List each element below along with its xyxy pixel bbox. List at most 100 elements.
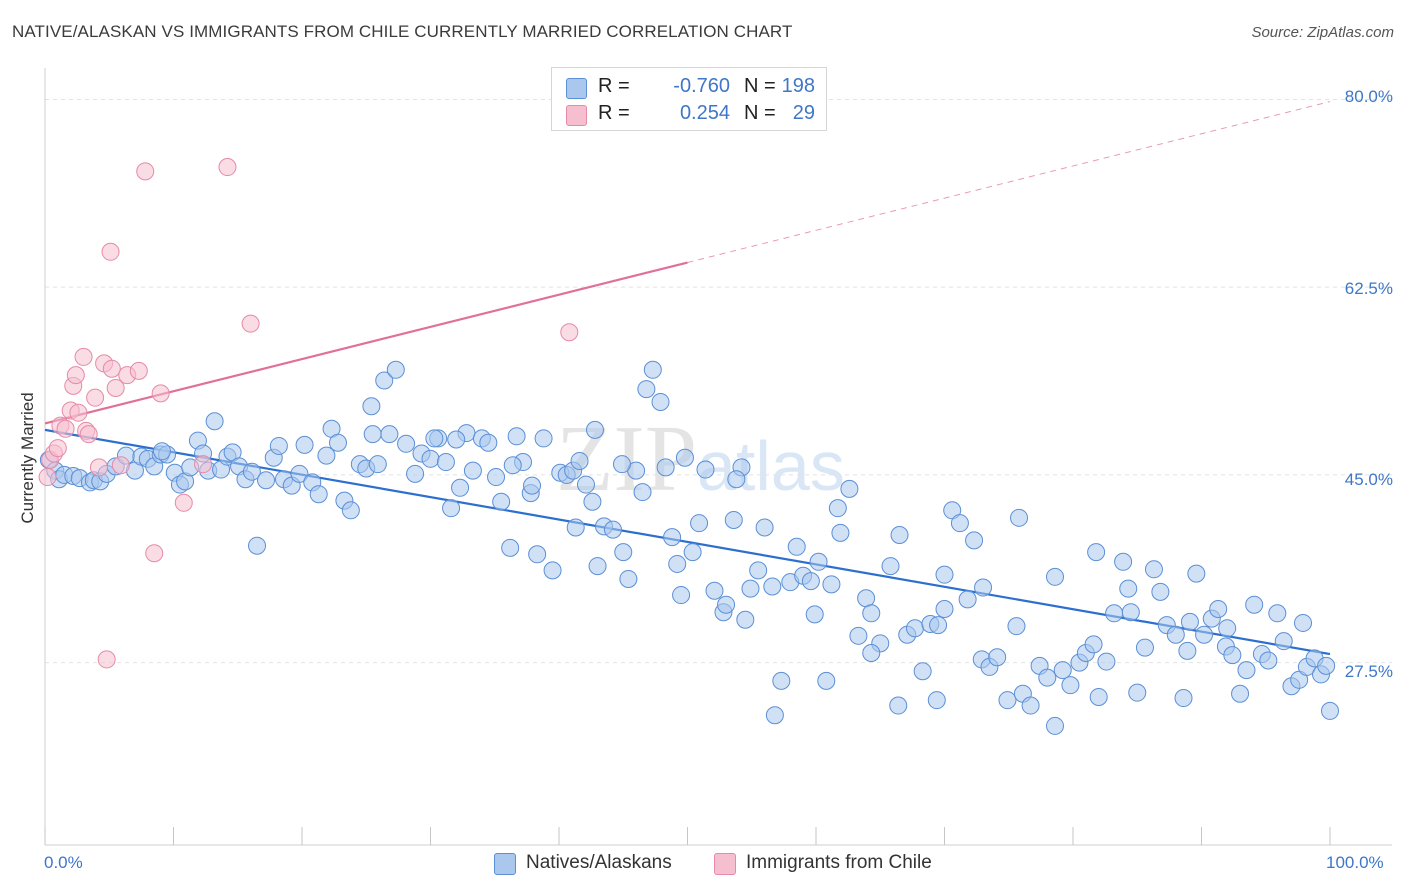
legend-swatch-blue [494,853,516,875]
native-alaskan-point [1010,508,1029,527]
native-alaskan-point [831,523,850,542]
native-alaskan-point [749,561,768,580]
native-alaskan-point [1135,638,1154,657]
native-alaskan-point [1119,579,1138,598]
native-alaskan-point [362,397,381,416]
native-alaskan-point [668,554,687,573]
native-alaskan-point [1038,668,1057,687]
chile-immigrant-point [79,425,98,444]
native-alaskan-point [927,691,946,710]
native-alaskan-point [368,455,387,474]
native-alaskan-point [890,525,909,544]
native-alaskan-point [269,436,288,455]
native-alaskan-point [317,446,336,465]
native-alaskan-point [765,706,784,725]
legend-swatch-blue [566,78,587,99]
native-alaskan-point [528,545,547,564]
legend-swatch-pink [566,105,587,126]
native-alaskan-point [950,514,969,533]
native-alaskan-point [1061,676,1080,695]
native-alaskan-point [248,536,267,555]
native-alaskan-point [974,578,993,597]
native-alaskan-point [242,462,261,481]
native-alaskan-point [862,643,881,662]
legend-r-label: R = [598,75,630,97]
native-alaskan-point [637,380,656,399]
chile-immigrant-point [86,388,105,407]
native-alaskan-point [1087,543,1106,562]
native-alaskan-point [386,360,405,379]
native-alaskan-point [828,499,847,518]
y-axis-label: Currently Married [18,392,37,524]
legend-n-value: 29 [792,102,815,124]
x-tick-label: 0.0% [44,853,83,872]
native-alaskan-point [1021,696,1040,715]
chile-immigrant-point [145,544,164,563]
native-alaskan-point [809,552,828,571]
y-tick-label: 80.0% [1344,87,1393,106]
native-alaskan-point [566,518,585,537]
native-alaskan-point [1178,641,1197,660]
native-alaskan-point [152,442,171,461]
native-alaskan-point [463,461,482,480]
native-alaskan-point [436,453,455,472]
native-alaskan-point [1046,567,1065,586]
native-alaskan-point [840,479,859,498]
native-alaskan-point [576,475,595,494]
native-alaskan-point [772,671,791,690]
native-alaskan-point [380,425,399,444]
native-alaskan-point [741,579,760,598]
native-alaskan-point [1231,684,1250,703]
native-alaskan-point [363,425,382,444]
native-alaskan-point [588,557,607,576]
native-alaskan-point [1223,646,1242,665]
y-tick-label: 27.5% [1344,662,1393,681]
native-alaskan-point [1097,652,1116,671]
native-alaskan-point [672,586,691,605]
chile-immigrant-point [102,359,121,378]
legend-swatch-pink [714,853,736,875]
chile-trend-line [44,261,688,425]
native-alaskan-point [822,575,841,594]
native-alaskan-point [501,538,520,557]
chile-immigrant-point [74,347,93,366]
native-alaskan-point [1180,612,1199,631]
native-alaskan-point [205,412,224,431]
chile-immigrant-point [136,162,155,181]
legend-r-label: R = [598,102,630,124]
chile-immigrant-point [111,456,130,475]
native-alaskan-point [1151,582,1170,601]
native-alaskan-point [801,572,820,591]
native-alaskan-point [889,696,908,715]
native-alaskan-point [487,468,506,487]
chile-immigrant-point [48,439,67,458]
native-alaskan-point [1317,656,1336,675]
native-alaskan-point [717,595,736,614]
native-alaskan-point [619,569,638,588]
native-alaskan-point [1053,661,1072,680]
chile-immigrant-point [560,323,579,342]
legend-r-value: 0.254 [679,102,730,124]
native-alaskan-point [583,492,602,511]
native-alaskan-point [1274,632,1293,651]
native-alaskan-point [447,430,466,449]
axes [44,68,1392,846]
native-alaskan-point [309,485,328,504]
native-alaskan-point [849,626,868,645]
chile-immigrant-point [66,366,85,385]
chart-source: Source: ZipAtlas.com [1251,24,1394,41]
legend-n-label: N = [744,75,776,97]
native-alaskan-point [507,427,526,446]
legend-label-chile: Immigrants from Chile [746,852,932,873]
native-alaskan-point [479,433,498,452]
native-alaskan-point [755,518,774,537]
native-alaskan-point [341,501,360,520]
native-alaskan-point [570,451,589,470]
chile-immigrant-point [97,650,116,669]
native-alaskan-point [1084,635,1103,654]
native-alaskan-point [290,464,309,483]
native-alaskan-point [929,616,948,635]
correlation-legend: R = -0.760 N = 198 R = 0.254 N = 29 [551,67,827,131]
native-alaskan-point [805,605,824,624]
